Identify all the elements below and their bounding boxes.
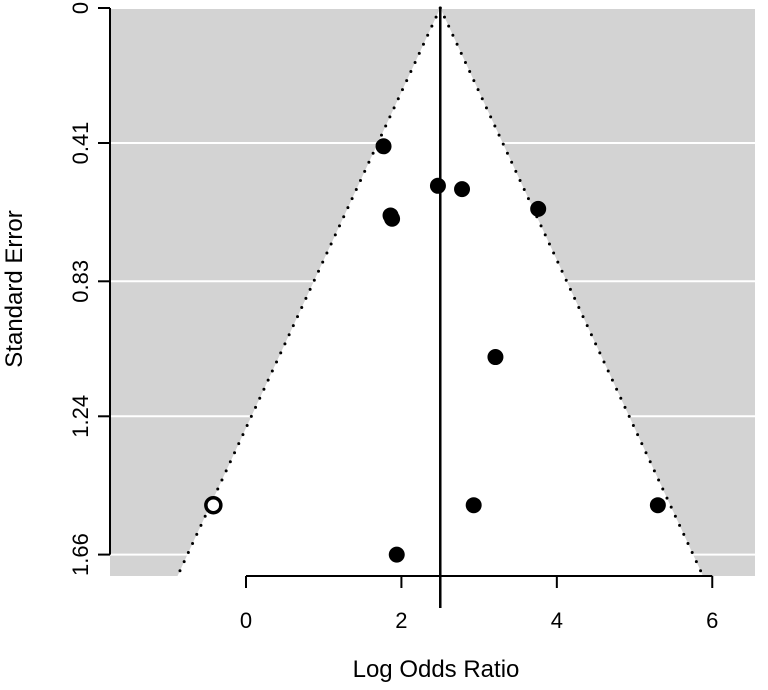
data-point-8: [465, 497, 482, 514]
data-point-2: [454, 181, 471, 198]
axis-labels: Log Odds Ratio Standard Error: [1, 210, 519, 683]
funnel-region: [176, 6, 705, 608]
data-points: [204, 138, 666, 563]
data-point-6: [487, 349, 504, 366]
x-axis-label: Log Odds Ratio: [353, 656, 520, 683]
y-tick-label-2: 0.83: [68, 260, 93, 303]
x-tick-label-3: 6: [706, 608, 718, 633]
data-point-4: [384, 210, 401, 227]
y-tick-label-4: 1.66: [68, 533, 93, 576]
data-point-10: [388, 546, 405, 563]
data-point-5: [530, 200, 547, 217]
y-axis-label: Standard Error: [1, 210, 28, 367]
x-tick-label-1: 2: [395, 608, 407, 633]
x-tick-label-2: 4: [551, 608, 563, 633]
y-tick-label-3: 1.24: [68, 395, 93, 438]
data-point-1: [429, 177, 446, 194]
y-tick-label-1: 0.41: [68, 122, 93, 165]
data-point-9: [649, 497, 666, 514]
x-tick-label-0: 0: [240, 608, 252, 633]
y-tick-label-0: 0: [68, 2, 93, 14]
data-point-0: [375, 138, 392, 155]
axes: 0 0.41 0.83 1.24 1.66 0 2 4 6: [68, 2, 718, 633]
data-point-7: [204, 495, 223, 515]
